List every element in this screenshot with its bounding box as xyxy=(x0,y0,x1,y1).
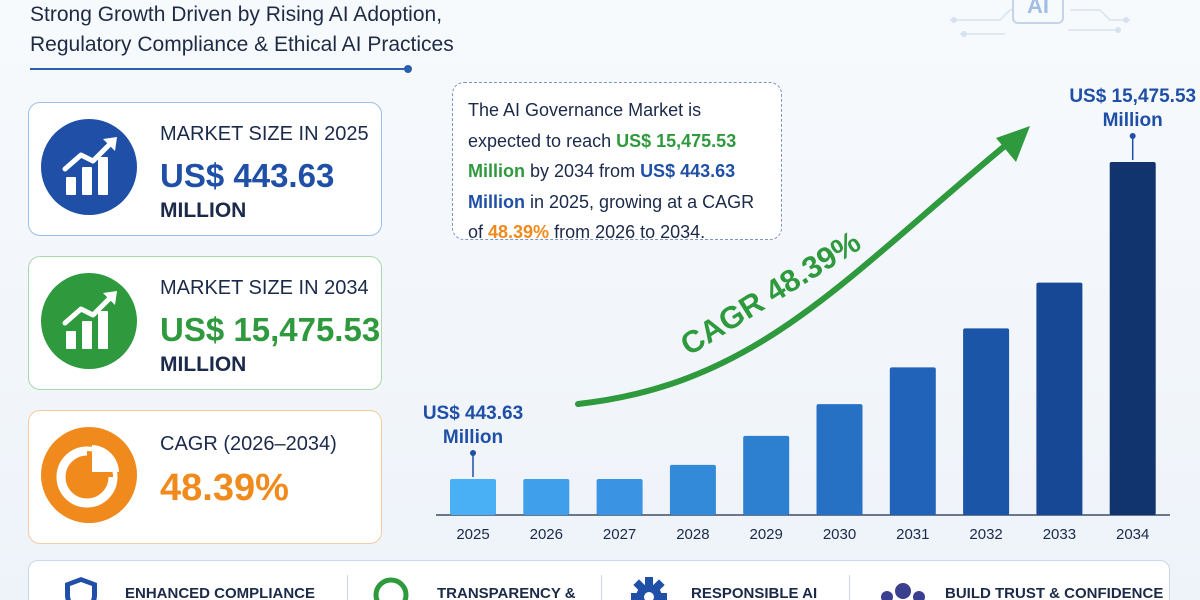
annotation-value: US$ 443.63 xyxy=(423,403,523,424)
card-value: US$ 443.63 xyxy=(160,157,335,194)
card-value: US$ 15,475.53 xyxy=(160,311,381,348)
callout-value-2034: US$ 15,475.53 Million xyxy=(468,130,737,182)
feature-divider xyxy=(347,575,348,600)
x-tick-label: 2026 xyxy=(530,526,563,543)
x-tick-label: 2033 xyxy=(1043,526,1076,543)
bar-2032 xyxy=(963,328,1010,515)
x-tick-label: 2032 xyxy=(969,526,1002,543)
bar-2031 xyxy=(889,367,936,515)
market-growth-chart: CAGR 48.39% 2025 2026 2027 2028 2029 2030 2031 2… xyxy=(423,86,1196,543)
feature-label: ENHANCED COMPLIANCE xyxy=(125,585,316,600)
card-value: 48.39% xyxy=(160,467,289,509)
magnifier-icon xyxy=(373,577,409,600)
callout-text: The AI Governance Market is expected to … xyxy=(468,100,702,151)
market-size-2025-card: MARKET SIZE IN 2025 US$ 443.63 MILLION xyxy=(28,102,382,236)
title-underline-dot xyxy=(404,65,412,73)
callout-text: in 2025, growing at a CAGR of xyxy=(468,191,755,243)
title-line-1: Strong Growth Driven by Rising AI Adopti… xyxy=(30,3,443,26)
pie-chart-icon xyxy=(41,427,137,523)
x-tick-label: 2034 xyxy=(1116,526,1149,543)
callout-cagr: 48.39% xyxy=(488,222,550,242)
annotation-dot xyxy=(470,450,476,456)
market-size-2034-card: MARKET SIZE IN 2034 US$ 15,475.53 MILLIO… xyxy=(28,256,382,390)
x-tick-label: 2029 xyxy=(750,526,783,543)
ai-chip-icon: AI xyxy=(1012,0,1064,24)
callout-text: from 2026 to 2034. xyxy=(549,222,706,242)
shield-icon xyxy=(65,577,97,600)
circuit-decoration-icon xyxy=(950,9,1130,37)
bar-2028 xyxy=(669,464,716,515)
annotation-unit: Million xyxy=(443,427,503,448)
x-tick-label: 2027 xyxy=(603,526,636,543)
gear-icon xyxy=(631,577,667,600)
annotation-dot xyxy=(1129,133,1136,139)
bar-2033 xyxy=(1036,282,1083,515)
x-tick-label: 2028 xyxy=(676,526,709,543)
callout-value-2025: US$ 443.63 Million xyxy=(468,161,736,212)
x-tick-label: 2030 xyxy=(823,526,856,543)
trend-label: CAGR 48.39% xyxy=(674,224,866,362)
feature-label: RESPONSIBLE AI xyxy=(691,585,818,600)
feature-label: BUILD TRUST & CONFIDENCE xyxy=(945,585,1164,600)
growth-chart-icon xyxy=(41,119,137,215)
growth-chart-icon xyxy=(41,273,137,369)
bar-2030 xyxy=(816,404,863,515)
x-tick-label: 2031 xyxy=(896,526,929,543)
annotation-unit: Million xyxy=(1103,110,1163,131)
bar-2034 xyxy=(1109,162,1156,515)
feature-bar: ENHANCED COMPLIANCE TRANSPARENCY & RESPO… xyxy=(28,560,1170,600)
card-label: MARKET SIZE IN 2025 xyxy=(160,123,369,145)
bar-2027 xyxy=(596,479,643,515)
trend-arrow-head xyxy=(996,126,1030,162)
cagr-card: CAGR (2026–2034) 48.39% xyxy=(28,410,382,544)
bar-2025 xyxy=(450,479,496,515)
market-summary-callout: The AI Governance Market is expected to … xyxy=(452,82,782,243)
title-line-2: Regulatory Compliance & Ethical AI Pract… xyxy=(30,33,454,56)
card-label: MARKET SIZE IN 2034 xyxy=(160,277,369,299)
feature-divider xyxy=(601,575,602,600)
bar-2026 xyxy=(523,479,570,515)
card-unit: MILLION xyxy=(160,353,247,376)
bar-2029 xyxy=(743,435,790,515)
title-underline xyxy=(30,68,410,70)
feature-divider xyxy=(849,575,850,600)
x-tick-label: 2025 xyxy=(456,526,489,543)
feature-label: TRANSPARENCY & xyxy=(437,585,576,600)
annotation-value: US$ 15,475.53 xyxy=(1069,86,1196,107)
callout-text: by 2034 from xyxy=(525,161,641,181)
trend-arrow-line xyxy=(575,137,1015,407)
page-title: Strong Growth Driven by Rising AI Adopti… xyxy=(30,0,454,60)
card-unit: MILLION xyxy=(160,199,247,222)
card-label: CAGR (2026–2034) xyxy=(160,433,337,455)
people-icon xyxy=(881,583,925,600)
